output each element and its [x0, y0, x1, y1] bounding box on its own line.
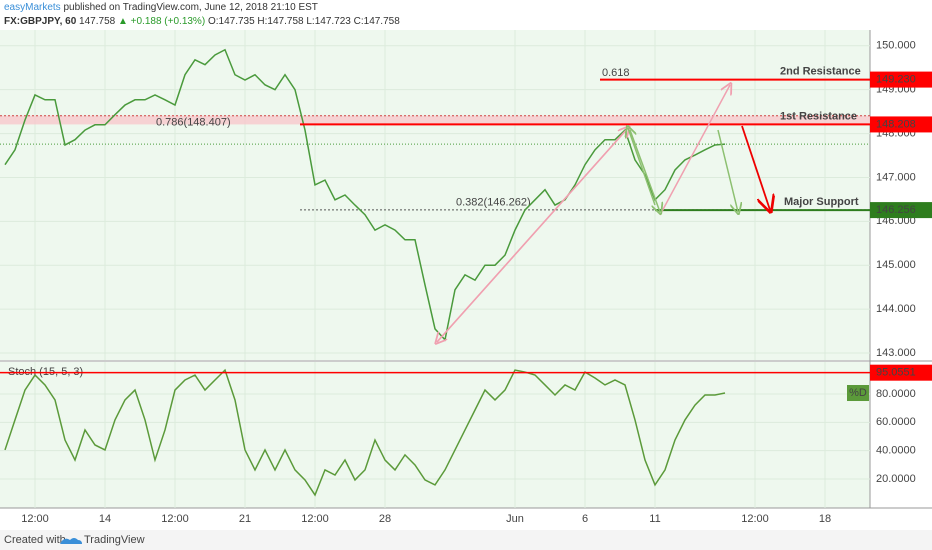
logo [60, 538, 82, 544]
x-tick-label: 21 [239, 513, 251, 525]
legend-label: %D [849, 387, 867, 399]
y-tick-label: 40.0000 [876, 445, 916, 457]
y-tick-label: 80.0000 [876, 388, 916, 400]
resistance-zone [0, 115, 870, 125]
x-tick-label: 12:00 [161, 513, 189, 525]
y-tick-label: 20.0000 [876, 473, 916, 485]
x-tick-label: Jun [506, 513, 524, 525]
arrow [629, 129, 660, 212]
x-tick-label: 12:00 [21, 513, 49, 525]
footer-brand[interactable]: TradingView [84, 534, 145, 546]
ohlc: O:147.735 H:147.758 L:147.723 C:147.758 [208, 16, 400, 27]
y-tick-label: 143.000 [876, 347, 916, 359]
level-label: 1st Resistance [780, 110, 857, 122]
x-tick-label: 12:00 [301, 513, 329, 525]
price-tag [870, 71, 932, 88]
published: published on TradingView.com, June 12, 2… [63, 2, 317, 13]
x-tick-label: 14 [99, 513, 111, 525]
stoch-tag-label: 95.0551 [876, 367, 916, 379]
y-tick-label: 147.000 [876, 171, 916, 183]
x-tick-label: 11 [649, 513, 660, 525]
fib-label: 0.618 [602, 67, 630, 79]
x-tick-label: 18 [819, 513, 831, 525]
fib-label: 0.786(148.407) [156, 117, 231, 129]
x-tick-label: 12:00 [741, 513, 769, 525]
symbol: FX:GBPJPY, 60 [4, 16, 77, 27]
y-tick-label: 150.000 [876, 40, 916, 52]
y-tick-label: 60.0000 [876, 416, 916, 428]
stoch-pane [0, 362, 870, 508]
stoch-tag [870, 364, 932, 381]
y-tick-label: 144.000 [876, 303, 916, 315]
x-tick-label: 28 [379, 513, 391, 525]
publisher: easyMarkets [4, 2, 61, 13]
price-tag-label: 149.230 [876, 73, 916, 85]
stoch-title: Stoch (15, 5, 3) [8, 366, 83, 378]
price-line [4, 48, 726, 342]
arrow [659, 85, 730, 216]
change: ▲ +0.188 (+0.13%) [118, 16, 205, 27]
price-tag [870, 202, 932, 219]
footer-created: Created with [4, 534, 66, 546]
header-line: easyMarkets published on TradingView.com… [4, 2, 318, 13]
level-label: Major Support [784, 196, 859, 208]
arrow [628, 128, 656, 206]
price-line [4, 368, 726, 497]
price-tag [870, 116, 932, 133]
arrow [436, 128, 628, 343]
arrow [741, 125, 770, 210]
arrow [717, 129, 738, 212]
fib-label: 0.382(146.262) [456, 197, 531, 209]
price-tag-label: 146.256 [876, 204, 916, 216]
last: 147.758 [79, 16, 116, 27]
y-tick-label: 146.000 [876, 215, 916, 227]
y-tick-label: 145.000 [876, 259, 916, 271]
symbol-line: FX:GBPJPY, 60 147.758 ▲ +0.188 (+0.13%) … [4, 16, 400, 27]
legend-tag [847, 385, 869, 402]
x-tick-label: 6 [582, 513, 588, 525]
price-tag-label: 148.208 [876, 118, 916, 130]
footer-bg [0, 530, 932, 550]
level-label: 2nd Resistance [780, 65, 861, 77]
